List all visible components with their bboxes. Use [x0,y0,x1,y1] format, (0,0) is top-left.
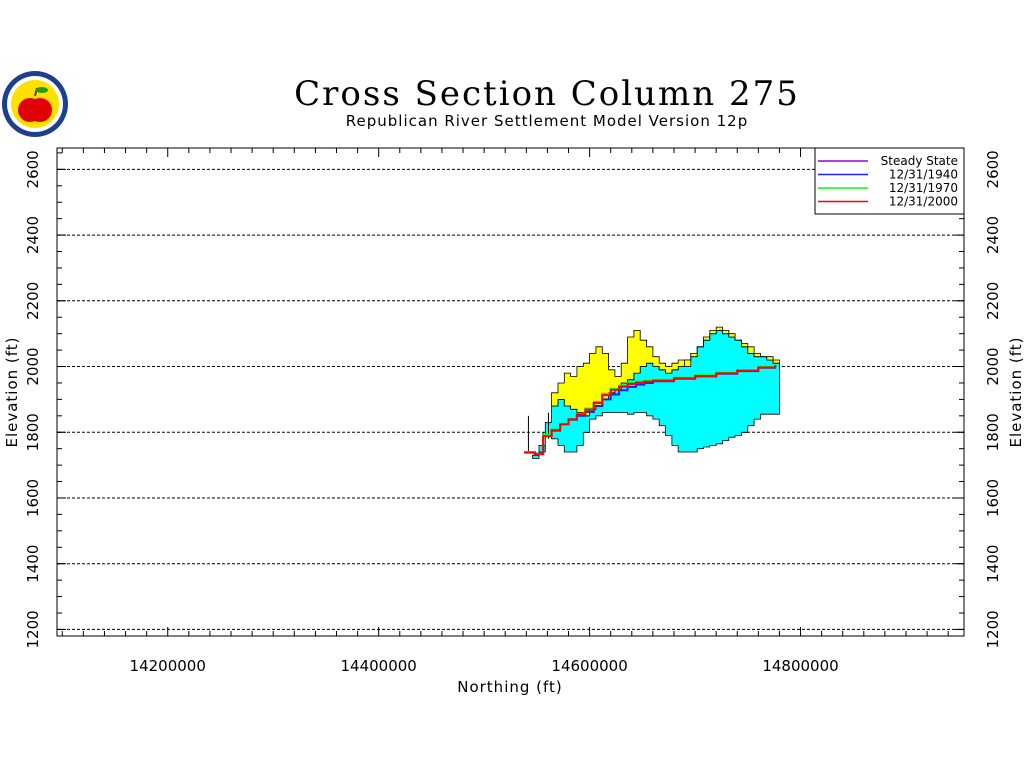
legend-label: 12/31/2000 [889,195,958,209]
apple-icon-right [28,98,52,122]
y-tick-label-right: 2000 [984,347,1002,385]
x-axis-ticks: 14200000 14400000 14600000 14800000 [61,148,949,675]
grid-lines [57,168,964,630]
y-tick-label-left: 1400 [24,545,42,583]
legend-box [814,147,965,215]
y-tick-label-left: 2400 [24,216,42,254]
legend-label: 12/31/1940 [889,168,958,182]
x-tick-label: 14800000 [762,657,838,675]
x-tick-label: 14200000 [130,657,206,675]
y-tick-label-right: 1400 [984,545,1002,583]
apple-leaf-icon [36,87,48,93]
legend-label: Steady State [881,154,958,168]
plot-frame [56,147,965,637]
x-tick-label: 14600000 [551,657,627,675]
y-tick-label-left: 2000 [24,347,42,385]
x-axis-label: Northing (ft) [457,678,563,696]
y-tick-label-left: 1800 [24,413,42,451]
head-series [524,364,777,456]
chart-title: Cross Section Column 275 [294,74,800,114]
seal-logo [2,71,68,137]
chart-subtitle: Republican River Settlement Model Versio… [346,112,748,130]
y-tick-label-right: 1200 [984,610,1002,648]
legend: Steady State12/31/194012/31/197012/31/20… [814,147,965,215]
y-tick-label-left: 1600 [24,479,42,517]
x-tick-label: 14400000 [340,657,416,675]
y-axis-ticks: 1200 1200 1400 1400 1600 1600 1800 1800 2000 2000… [24,150,1002,648]
y-tick-label-right: 2400 [984,216,1002,254]
series-line [524,365,777,456]
legend-label: 12/31/1970 [889,181,958,195]
y-tick-label-left: 1200 [24,610,42,648]
y-tick-label-left: 2200 [24,282,42,320]
y-tick-label-left: 2600 [24,150,42,188]
y-tick-label-right: 2600 [984,150,1002,188]
y-axis-label-right: Elevation (ft) [1007,336,1024,447]
y-tick-label-right: 1800 [984,413,1002,451]
y-axis-label-left: Elevation (ft) [3,336,21,447]
cross-section-layers [532,326,780,459]
y-tick-label-right: 2200 [984,282,1002,320]
y-tick-label-right: 1600 [984,479,1002,517]
